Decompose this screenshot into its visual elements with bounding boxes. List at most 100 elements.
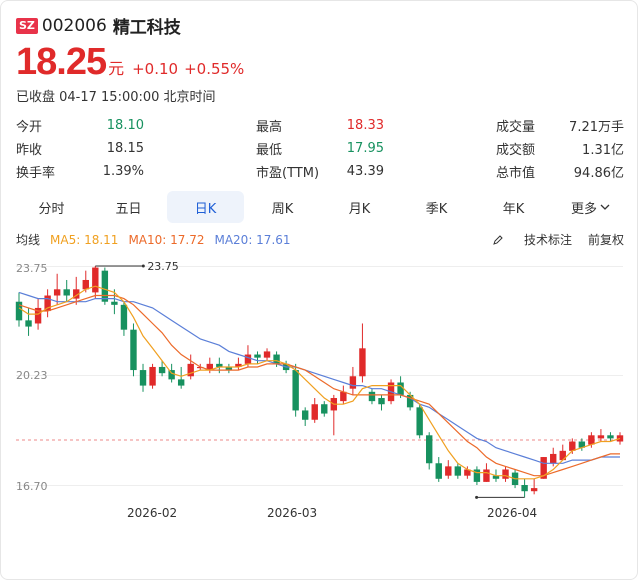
max-price-label: 23.75: [147, 260, 179, 273]
candle-body: [15, 301, 23, 321]
stat-market-cap: 总市值 94.86亿: [496, 160, 624, 183]
stock-code: 002006: [41, 15, 107, 36]
price-unit: 元: [108, 59, 125, 78]
candle-body: [53, 289, 61, 296]
stock-name: 精工科技: [112, 18, 181, 38]
stat-label: 换手率: [16, 166, 56, 181]
price-change-percent: +0.55%: [184, 60, 245, 78]
stat-label: 总市值: [496, 166, 536, 181]
candle-body: [254, 354, 261, 358]
ma20-line: [18, 291, 620, 464]
x-tick-label: 2026-03: [267, 506, 317, 520]
stat-label: 最低: [256, 143, 283, 158]
stats-col-3: 成交量 7.21万手 成交额 1.31亿 总市值 94.86亿: [496, 114, 624, 183]
candle-body: [483, 469, 490, 482]
stat-label: 市盈(TTM): [256, 166, 320, 181]
stat-value: 43.39: [346, 164, 384, 179]
x-tick-label: 2026-04: [487, 506, 537, 520]
stat-pe-ttm: 市盈(TTM) 43.39: [256, 160, 384, 183]
candle-body: [25, 320, 32, 327]
candle-body: [168, 370, 175, 380]
candle-body: [101, 270, 109, 302]
tab-five-day[interactable]: 五日: [115, 201, 142, 217]
tab-yearly-k[interactable]: 年K: [502, 201, 525, 217]
stat-turnover-rate: 换手率 1.39%: [16, 160, 144, 183]
candle-body: [502, 469, 509, 479]
market-status: 已收盘 04-17 15:00:00 北京时间: [16, 90, 216, 105]
stat-open: 今开 18.10: [16, 114, 144, 137]
candle-body: [149, 366, 156, 386]
candle-body: [340, 391, 347, 402]
stat-value: 1.39%: [102, 164, 144, 179]
candle-body: [158, 366, 166, 374]
candle-body: [216, 363, 223, 367]
price-row: 18.25 元 +0.10 +0.55%: [16, 41, 244, 84]
stat-value: 1.31亿: [582, 143, 624, 158]
stat-value: 7.21万手: [569, 120, 624, 135]
candle-body: [540, 457, 547, 479]
candle-body: [435, 463, 442, 479]
stat-volume: 成交量 7.21万手: [496, 114, 624, 137]
ma5-value: MA5: 18.11: [50, 232, 119, 247]
ma20-value: MA20: 17.61: [214, 232, 291, 247]
ma-title: 均线: [16, 233, 41, 247]
ma5-line: [18, 285, 621, 480]
stat-amount: 成交额 1.31亿: [496, 137, 624, 160]
stat-value: 17.95: [346, 141, 384, 156]
stat-value: 94.86亿: [573, 166, 624, 181]
candle-body: [597, 435, 605, 439]
ma10-line: [18, 294, 620, 477]
candle-body: [82, 279, 89, 290]
candle-body: [73, 289, 80, 299]
candle-body: [578, 441, 586, 448]
candle-body: [177, 379, 185, 386]
candle-body: [235, 363, 242, 367]
candle-body: [607, 435, 614, 439]
stat-label: 成交额: [496, 143, 536, 158]
candle-body: [263, 351, 271, 358]
candle-body: [321, 404, 328, 414]
candle-body: [368, 391, 376, 402]
annotation-tool-label: 技术标注: [523, 233, 572, 247]
chart-tools: 技术标注 前复权: [476, 231, 624, 248]
candle-body: [359, 348, 366, 377]
candle-body: [454, 466, 462, 476]
stat-low: 最低 17.95: [256, 137, 384, 160]
tab-quarterly-k[interactable]: 季K: [425, 201, 448, 217]
candle-body: [273, 354, 280, 364]
candle-body: [301, 410, 309, 420]
candle-body: [492, 475, 500, 479]
candle-body: [416, 407, 423, 436]
candle-body: [187, 363, 194, 377]
adjust-mode-button[interactable]: 前复权: [587, 233, 624, 247]
candle-body: [244, 354, 252, 364]
max-marker-dot: [141, 264, 145, 268]
tab-monthly-k[interactable]: 月K: [348, 201, 371, 217]
stats-col-1: 今开 18.10 昨收 18.15 换手率 1.39%: [16, 114, 144, 183]
x-tick-label: 2026-02: [127, 506, 177, 520]
candle-body: [588, 435, 595, 445]
period-tabs: 分时 五日 日K 周K 月K 季K 年K 更多: [13, 191, 629, 223]
tab-intraday[interactable]: 分时: [38, 201, 65, 217]
tab-more[interactable]: 更多: [552, 191, 629, 223]
candles-group: [15, 266, 624, 498]
stat-value: 18.15: [106, 141, 144, 156]
candle-body: [445, 466, 452, 476]
candle-body: [34, 307, 42, 324]
exchange-badge: SZ: [16, 17, 38, 34]
candle-body: [292, 370, 299, 411]
tab-weekly-k[interactable]: 周K: [271, 201, 294, 217]
candle-body: [569, 441, 576, 451]
tab-daily-k[interactable]: 日K: [167, 191, 244, 223]
annotation-tool[interactable]: 技术标注: [492, 231, 572, 248]
stat-label: 成交量: [496, 120, 536, 135]
candle-body: [426, 435, 433, 464]
candle-body: [550, 453, 557, 464]
candle-body: [464, 469, 471, 476]
candlestick-chart[interactable]: 23.75 20.23 16.70 23.75 2026-02 2026-03 …: [1, 255, 637, 530]
candle-body: [521, 485, 528, 492]
candle-body: [120, 304, 128, 330]
pencil-icon: [493, 234, 503, 245]
candle-body: [397, 382, 404, 395]
